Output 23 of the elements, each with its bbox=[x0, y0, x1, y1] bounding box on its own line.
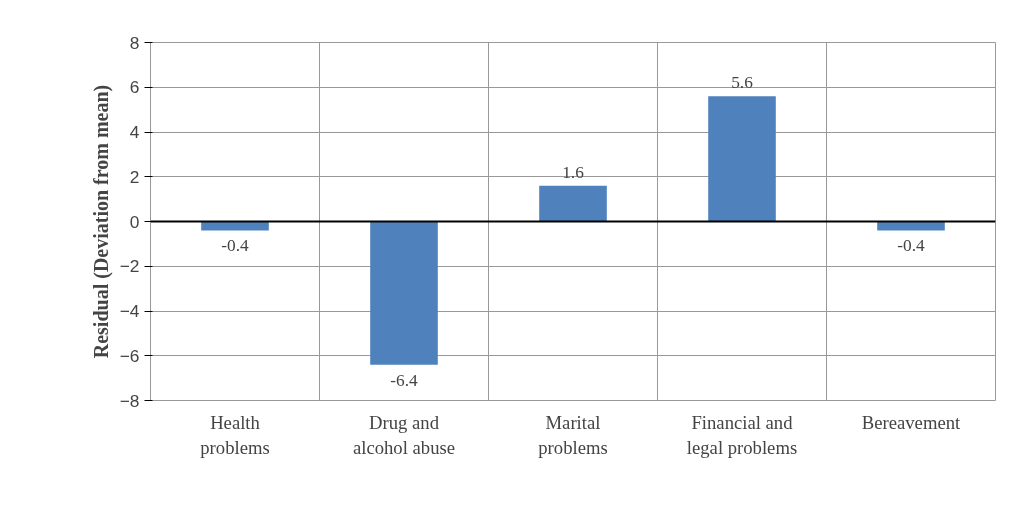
data-label: -0.4 bbox=[897, 236, 926, 256]
y-tick-label: −6 bbox=[119, 345, 140, 366]
y-tick-label: −4 bbox=[119, 301, 140, 321]
y-tick-label: 4 bbox=[129, 122, 140, 142]
data-label: 1.6 bbox=[562, 162, 585, 182]
x-tick-label: Bereavement bbox=[861, 411, 962, 433]
x-tick-label: Financial and legal problems bbox=[686, 411, 798, 458]
y-tick-label: 2 bbox=[129, 166, 140, 187]
y-tick-label: 8 bbox=[129, 32, 140, 53]
y-axis-title: Residual (Deviation from mean) bbox=[89, 84, 113, 359]
y-tick-label: 0 bbox=[129, 211, 140, 232]
data-label: 5.6 bbox=[731, 73, 754, 93]
y-tick-label: −2 bbox=[119, 256, 140, 277]
x-tick-label: Health problems bbox=[200, 411, 270, 458]
bar bbox=[370, 221, 438, 365]
y-tick-label: 6 bbox=[129, 77, 140, 98]
data-label: -6.4 bbox=[390, 370, 419, 390]
x-tick-label: Marital problems bbox=[538, 411, 608, 458]
bar bbox=[708, 96, 776, 222]
y-tick-label: −8 bbox=[119, 390, 140, 411]
bar bbox=[539, 185, 607, 222]
x-tick-label: Drug and alcohol abuse bbox=[352, 411, 456, 458]
data-label: -0.4 bbox=[221, 236, 250, 256]
